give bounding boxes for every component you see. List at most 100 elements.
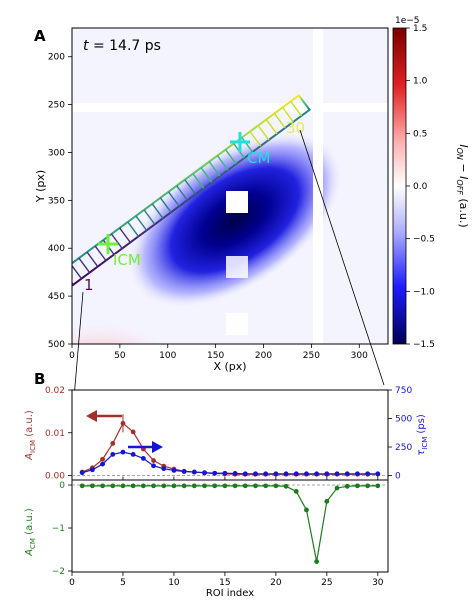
- roi-divider: [281, 106, 294, 123]
- roi-divider: [184, 179, 197, 195]
- a-icm-point: [100, 456, 105, 462]
- y-tick-label: 200: [48, 53, 65, 63]
- roi-divider: [94, 245, 107, 261]
- x-tick-label: 50: [114, 351, 126, 361]
- tau-icm-point: [140, 456, 146, 461]
- panel-b-letter: B: [34, 370, 45, 388]
- tau-icm-point: [314, 471, 320, 477]
- top-subplot-frame: [71, 389, 389, 481]
- roi-divider: [257, 125, 270, 141]
- roi-divider: [78, 257, 91, 273]
- roi-divider: [200, 167, 213, 183]
- detector-gap-horizontal: [72, 103, 388, 112]
- tau-icm-point: [110, 452, 116, 457]
- heatmap-x-ticks: 0 50 100 150 200 250 300: [69, 344, 368, 361]
- x-tick-label: 25: [321, 578, 332, 588]
- a-cm-point: [375, 483, 381, 489]
- roi-divider: [110, 233, 123, 249]
- a-cm-point: [130, 483, 136, 489]
- tau-icm-tick-label: 500: [395, 415, 412, 425]
- a-icm-point: [130, 429, 136, 435]
- a-cm-point: [365, 483, 371, 489]
- a-cm-point: [191, 483, 197, 489]
- x-tick-label: 100: [159, 351, 176, 361]
- arrow-left-a-icm: [86, 410, 122, 422]
- x-tick-label: 0: [69, 578, 75, 588]
- colorbar-tick-label: −1.5: [413, 340, 435, 350]
- a-cm-axis-ticks: 0 −1 −2: [52, 481, 72, 577]
- roi-divider: [290, 100, 302, 117]
- colorbar-tick-label: −1.0: [413, 287, 435, 297]
- beamstop-block: [226, 191, 248, 213]
- a-cm-point: [263, 483, 269, 489]
- tau-icm-point: [130, 452, 136, 457]
- tau-icm-point: [324, 471, 330, 477]
- panel-a-letter: A: [34, 27, 46, 45]
- beamstop-block: [226, 256, 248, 278]
- a-cm-point: [283, 483, 289, 489]
- bottom-subplot: 0 −1 −2 0 5 10 15 20 25 30 ACM (a.u.): [24, 479, 389, 588]
- a-cm-point: [314, 559, 320, 564]
- a-cm-tick-label: 0: [59, 481, 65, 491]
- roi-divider: [167, 191, 180, 207]
- roi-first-label: 1: [84, 276, 94, 294]
- time-label: t = 14.7 ps: [83, 38, 161, 54]
- heatmap-y-ticks: 200 250 300 350 400 450 500: [48, 53, 72, 350]
- a-cm-point: [110, 483, 116, 489]
- x-tick-label: 200: [255, 351, 272, 361]
- roi-divider: [159, 197, 172, 213]
- icm-label: ICM: [113, 251, 141, 269]
- y-tick-label: 450: [48, 292, 65, 302]
- tau-icm-point: [100, 461, 105, 467]
- tau-icm-point: [365, 471, 371, 477]
- tau-icm-point: [293, 471, 299, 477]
- colorbar-ticks: 1.5 1.0 0.5 0.0 −0.5 −1.0 −1.5: [406, 24, 435, 350]
- roi-divider: [127, 221, 140, 237]
- a-cm-point: [140, 483, 146, 489]
- heatmap-y-label: Y (px): [34, 170, 47, 203]
- tau-icm-tick-label: 0: [395, 472, 401, 482]
- tau-icm-point: [253, 471, 258, 477]
- tau-icm-point: [120, 449, 126, 455]
- a-cm-tick-label: −1: [52, 524, 65, 534]
- bottom-subplot-frame: [71, 479, 389, 573]
- icm-marker: [98, 234, 118, 254]
- tau-icm-point: [334, 471, 340, 477]
- a-icm-tick-label: 0.01: [45, 429, 65, 439]
- a-icm-tick-label: 0.00: [45, 472, 65, 482]
- a-cm-point: [253, 483, 258, 489]
- roi-divider: [86, 251, 99, 267]
- roi-divider: [265, 119, 278, 135]
- a-cm-point: [324, 498, 330, 504]
- y-tick-label: 250: [48, 101, 65, 111]
- colorbar-exponent: 1e−5: [395, 16, 420, 26]
- roi-divider: [192, 173, 205, 189]
- tau-icm-point: [263, 471, 269, 477]
- tau-icm-point: [232, 471, 238, 476]
- colorbar-label: ION − IOFF (a.u.): [455, 144, 470, 227]
- a-cm-point: [79, 483, 85, 489]
- a-cm-point: [273, 483, 279, 489]
- tau-icm-point: [355, 471, 360, 477]
- heatmap-frame: [71, 27, 389, 345]
- roi-divider: [176, 185, 188, 201]
- cm-label: CM: [247, 149, 270, 167]
- colorbar-tick-label: 0.0: [413, 182, 428, 192]
- a-cm-point: [355, 483, 360, 489]
- heatmap: t = 14.7 ps CM ICM 1 30: [71, 27, 389, 345]
- roi-divider: [273, 113, 286, 129]
- a-cm-axis-label: ACM (a.u.): [24, 508, 37, 557]
- tau-icm-series: [79, 449, 381, 477]
- tau-icm-point: [191, 469, 197, 475]
- a-cm-point: [120, 483, 126, 489]
- x-tick-label: 250: [303, 351, 320, 361]
- roi-strip: [72, 93, 311, 293]
- colorbar-gradient: [392, 27, 407, 345]
- x-tick-label: 5: [120, 578, 126, 588]
- roi-divider: [216, 155, 229, 171]
- roi-divider: [249, 131, 262, 147]
- tau-icm-tick-label: 750: [395, 386, 412, 396]
- roi-divider: [241, 137, 254, 153]
- x-tick-label: 300: [351, 351, 368, 361]
- y-tick-label: 400: [48, 244, 65, 254]
